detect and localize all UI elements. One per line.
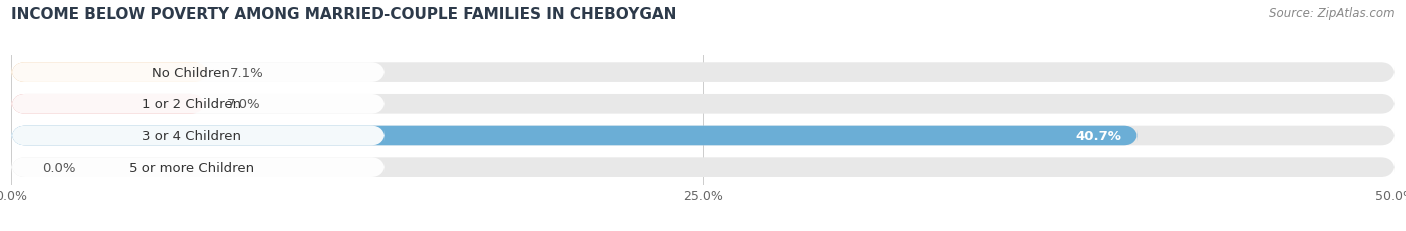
FancyBboxPatch shape <box>11 158 1395 177</box>
Text: 5 or more Children: 5 or more Children <box>128 161 253 174</box>
FancyBboxPatch shape <box>11 63 208 82</box>
Text: 3 or 4 Children: 3 or 4 Children <box>142 129 240 142</box>
FancyBboxPatch shape <box>11 63 1395 82</box>
Text: 7.1%: 7.1% <box>229 66 263 79</box>
FancyBboxPatch shape <box>11 63 385 82</box>
Text: 1 or 2 Children: 1 or 2 Children <box>142 98 240 111</box>
FancyBboxPatch shape <box>11 126 1137 146</box>
Text: 40.7%: 40.7% <box>1076 129 1121 142</box>
FancyBboxPatch shape <box>11 94 385 114</box>
FancyBboxPatch shape <box>11 94 205 114</box>
Text: INCOME BELOW POVERTY AMONG MARRIED-COUPLE FAMILIES IN CHEBOYGAN: INCOME BELOW POVERTY AMONG MARRIED-COUPL… <box>11 7 676 22</box>
Text: 0.0%: 0.0% <box>42 161 75 174</box>
FancyBboxPatch shape <box>11 126 385 146</box>
FancyBboxPatch shape <box>11 94 1395 114</box>
Text: Source: ZipAtlas.com: Source: ZipAtlas.com <box>1270 7 1395 20</box>
Text: 7.0%: 7.0% <box>228 98 260 111</box>
FancyBboxPatch shape <box>11 158 385 177</box>
Text: No Children: No Children <box>152 66 231 79</box>
FancyBboxPatch shape <box>11 126 1395 146</box>
